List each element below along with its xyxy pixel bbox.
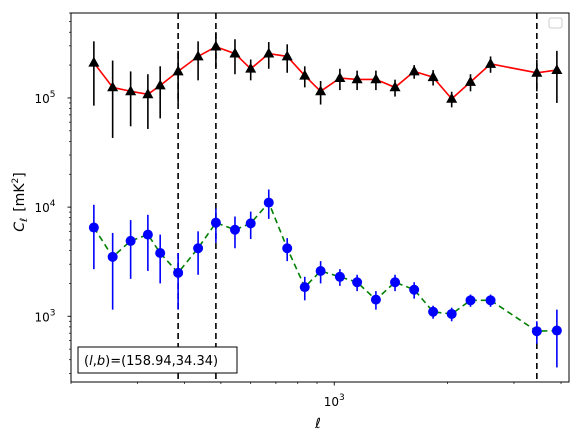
svg-text:(l,b)=(158.94,34.34): (l,b)=(158.94,34.34) (84, 354, 218, 369)
plot-area (71, 13, 569, 382)
series-2-circle-point (193, 243, 204, 254)
annotation-l: l (89, 354, 93, 369)
series-2-circle-point (334, 271, 345, 282)
y-tick-label: 103 (34, 308, 55, 324)
series-1-triangle-point (245, 62, 257, 73)
y-tick-label-base: 10 (34, 92, 49, 106)
y-tick-label-base: 10 (34, 201, 49, 215)
plot-frame (70, 12, 570, 383)
series-2-circle-point (107, 251, 118, 262)
series-2-circle-point (428, 306, 439, 317)
x-tick-label-exp: 3 (339, 393, 345, 403)
series-1-triangle-point (485, 57, 497, 68)
series-1-triangle-point (172, 65, 184, 76)
series-2-circle-point (465, 295, 476, 306)
series-1-triangle-point (125, 85, 137, 96)
series-1-triangle-point (315, 85, 327, 96)
y-tick-label-exp: 3 (50, 308, 56, 318)
series-2-circle-point (125, 235, 136, 246)
series-1-triangle-point (210, 40, 222, 51)
series-2-circle-point (299, 282, 310, 293)
series-2-circle-point (485, 295, 496, 306)
series-2-circle-point (210, 217, 221, 228)
series-1-triangle-point (142, 88, 154, 99)
series-1-triangle-point (263, 47, 275, 58)
series-1-triangle-point (229, 47, 241, 58)
x-tick-label: 103 (324, 393, 345, 409)
y-axis-label-unit-close: ] (12, 172, 28, 177)
series-2-circle-point (390, 277, 401, 288)
series-1-triangle-point (464, 75, 477, 86)
series-2-circle-point (229, 224, 240, 235)
annotation-sep: , (93, 354, 97, 369)
series-2-circle-point (352, 277, 363, 288)
x-axis-label: ℓ (314, 416, 321, 432)
y-axis-label-main: C (12, 222, 28, 232)
x-tick-label-base: 10 (324, 395, 339, 409)
annotation-box: (l,b)=(158.94,34.34) (77, 346, 238, 374)
y-tick-label-exp: 5 (50, 90, 56, 100)
series-2-circle-point (531, 326, 542, 337)
series-2-circle-point (551, 325, 562, 336)
series-1-triangle-point (281, 50, 293, 61)
series-2-circle-point (245, 218, 256, 229)
annotation-text: =(158.94,34.34) (110, 354, 218, 369)
series-2-circle-point (315, 265, 326, 276)
y-axis-label: Cℓ [mK2] (11, 172, 30, 231)
series-1-triangle-point (551, 64, 563, 74)
series-1-triangle-point (192, 50, 204, 61)
series-1-triangle-point (88, 56, 100, 67)
annotation-b: b (97, 354, 105, 369)
markers (88, 40, 563, 337)
annotation-close: ) (105, 354, 110, 369)
series-1-triangle-point (389, 81, 401, 92)
series-2-circle-point (88, 222, 99, 233)
series-2-circle-point (282, 243, 293, 254)
series-2-circle-point (446, 308, 457, 319)
y-tick-label-exp: 4 (50, 199, 56, 209)
series-1-triangle-point (427, 71, 439, 82)
y-axis-label-unit-sup: 2 (11, 178, 21, 184)
series-1-triangle-point (408, 65, 420, 76)
series-1-triangle-point (334, 72, 346, 82)
y-axis-label-unit: [mK (12, 183, 28, 212)
series-1-triangle-point (370, 73, 382, 84)
series-1-triangle-point (531, 66, 543, 77)
series-1-triangle-point (107, 81, 119, 92)
legend-box (548, 17, 563, 29)
series-1-triangle-point (299, 69, 311, 80)
series-2-circle-point (409, 284, 420, 295)
series-2-circle-point (142, 229, 153, 240)
y-axis-label-sub: ℓ (19, 218, 30, 222)
annotation-open: ( (84, 354, 89, 369)
series-2-circle-point (155, 247, 166, 258)
series-1-triangle-point (446, 92, 458, 103)
series-1-triangle-point (154, 79, 166, 90)
series-2-circle-point (173, 267, 184, 278)
series-2-circle-point (263, 197, 274, 208)
y-tick-label: 104 (34, 199, 55, 215)
y-tick-label-base: 10 (34, 310, 49, 324)
series-2-circle-point (370, 294, 381, 305)
y-tick-label: 105 (34, 90, 55, 106)
series-1-triangle-point (351, 73, 363, 84)
